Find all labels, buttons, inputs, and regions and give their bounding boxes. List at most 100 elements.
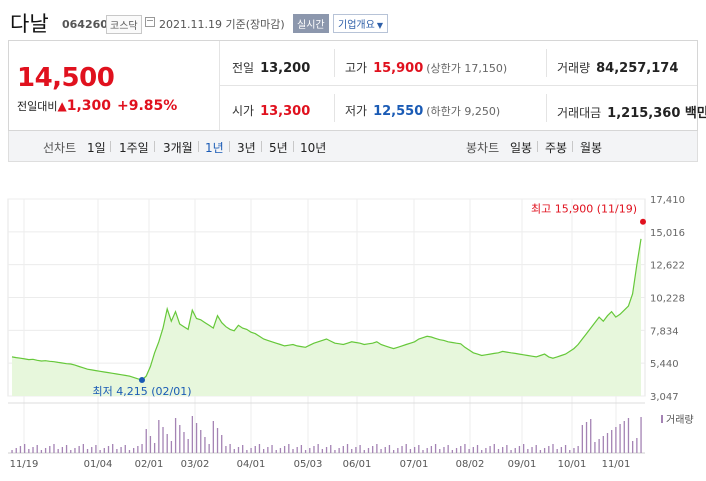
volume-bar <box>355 447 357 453</box>
volume-bar <box>279 448 282 453</box>
volume-bar <box>522 444 525 453</box>
volume-bar <box>208 444 210 453</box>
tab-daily[interactable]: 일봉 <box>510 141 533 155</box>
volume-bar <box>321 449 324 453</box>
volume-bar <box>581 425 583 453</box>
volume-bar <box>401 446 403 453</box>
volume-bar <box>611 430 613 453</box>
stock-header: 다날 064260 코스닥 2021.11.19 기준(장마감) 실시간 기업개… <box>0 0 706 40</box>
volume-bar <box>476 445 479 453</box>
chevron-down-icon: ▼ <box>376 21 383 30</box>
volume-bar <box>334 450 336 453</box>
y-tick-label: 7,834 <box>650 326 679 337</box>
volume-bar <box>174 418 177 453</box>
upper-limit: (상한가 17,150) <box>426 62 508 75</box>
volume-bar <box>325 447 328 453</box>
volume-bar <box>275 450 277 453</box>
tab-5y[interactable]: 5년 <box>269 141 288 155</box>
volume-bar <box>271 445 273 453</box>
tab-divider <box>229 141 230 152</box>
x-tick-label: 09/01 <box>508 459 537 470</box>
tab-3m[interactable]: 3개월 <box>163 141 193 155</box>
realtime-button[interactable]: 실시간 <box>293 14 329 33</box>
x-tick-label: 01/04 <box>84 459 113 470</box>
volume-bar <box>200 430 202 453</box>
volume-bar <box>133 448 135 453</box>
tab-1w[interactable]: 1주일 <box>119 141 149 155</box>
volume-bar <box>187 439 189 453</box>
low-value: 12,550 <box>373 104 424 119</box>
low-label: 저가 <box>345 104 368 118</box>
volume-bar <box>28 449 30 453</box>
volume-bar <box>602 436 604 453</box>
volume-bar <box>640 417 642 453</box>
volume-bar <box>78 446 80 453</box>
volume-bar <box>212 421 214 453</box>
open-value: 13,300 <box>260 104 311 119</box>
stock-code: 064260 <box>62 18 108 31</box>
volume-bar <box>422 450 424 453</box>
tab-1y[interactable]: 1년 <box>205 141 224 155</box>
row-divider <box>220 85 697 86</box>
volume-bar <box>472 447 474 453</box>
volume-bar <box>309 448 311 453</box>
price-chart[interactable]: 17,410 15,016 12,622 10,228 7,834 5,440 3,047 … <box>0 163 706 477</box>
volume-bar <box>489 446 491 453</box>
volume-bar <box>149 436 152 453</box>
tab-3y[interactable]: 3년 <box>237 141 256 155</box>
tab-1d[interactable]: 1일 <box>87 141 106 155</box>
company-overview-label: 기업개요 <box>338 20 375 31</box>
volume-bar <box>124 445 126 453</box>
volume-bar <box>430 446 433 453</box>
volume-bar <box>204 437 206 453</box>
volume-bar <box>434 444 437 453</box>
volume-bar <box>229 444 231 453</box>
volume-bar <box>535 445 537 453</box>
tab-divider <box>110 141 111 152</box>
volume-bar <box>74 448 76 453</box>
volume-bar <box>372 446 374 453</box>
y-tick-label: 3,047 <box>650 392 679 403</box>
volume-bar <box>351 449 353 453</box>
volume-bar <box>594 442 596 453</box>
price-chart-svg: 17,41015,01612,62210,2287,8345,4403,047 … <box>7 195 694 470</box>
volume-bar <box>57 449 59 453</box>
volume-bar <box>183 432 185 453</box>
x-tick-label: 11/19 <box>10 459 39 470</box>
amount-value: 1,215,360 백만 <box>607 106 706 121</box>
y-tick-label: 15,016 <box>650 228 685 239</box>
volume-bar <box>397 448 399 453</box>
volume-bar <box>36 445 38 453</box>
volume-bar <box>527 449 529 453</box>
volume-label: 거래량 <box>557 61 591 75</box>
volume-bar <box>384 447 386 453</box>
tab-10y[interactable]: 10년 <box>300 141 327 155</box>
market-badge: 코스닥 <box>106 15 142 34</box>
volume-bar <box>292 449 294 453</box>
volume-bar <box>573 448 575 453</box>
open-label: 시가 <box>232 104 255 118</box>
high-marker <box>640 218 646 225</box>
volume-bar <box>128 450 131 453</box>
volume-bar <box>539 450 542 453</box>
volume-bar <box>86 449 89 453</box>
volume-bar <box>49 446 51 453</box>
high-label: 고가 <box>345 61 368 75</box>
volume-bar <box>166 434 168 453</box>
price-summary: 14,500 전일대비▲1,300 +9.85% 전일 13,200 고가 15,90… <box>8 40 706 131</box>
volume-bar <box>141 444 143 453</box>
tab-weekly[interactable]: 주봉 <box>545 141 568 155</box>
company-overview-button[interactable]: 기업개요 ▼ <box>333 14 388 33</box>
x-tick-label: 03/02 <box>181 459 210 470</box>
x-tick-label: 10/01 <box>558 459 587 470</box>
tab-monthly[interactable]: 월봉 <box>580 141 603 155</box>
chart-period-tabs: 선차트 1일 1주일 3개월 1년 3년 5년 10년 봉차트 일봉 주봉 월봉 <box>8 131 698 162</box>
up-triangle-icon: ▲ <box>57 99 67 113</box>
volume-bar <box>376 444 378 453</box>
volume-bar <box>216 428 219 453</box>
amount-cell: 거래대금 1,215,360 백만 <box>557 102 706 121</box>
volume-bar <box>313 446 315 453</box>
low-marker <box>138 376 145 383</box>
price-area <box>12 238 641 396</box>
volume-bar <box>103 448 105 453</box>
